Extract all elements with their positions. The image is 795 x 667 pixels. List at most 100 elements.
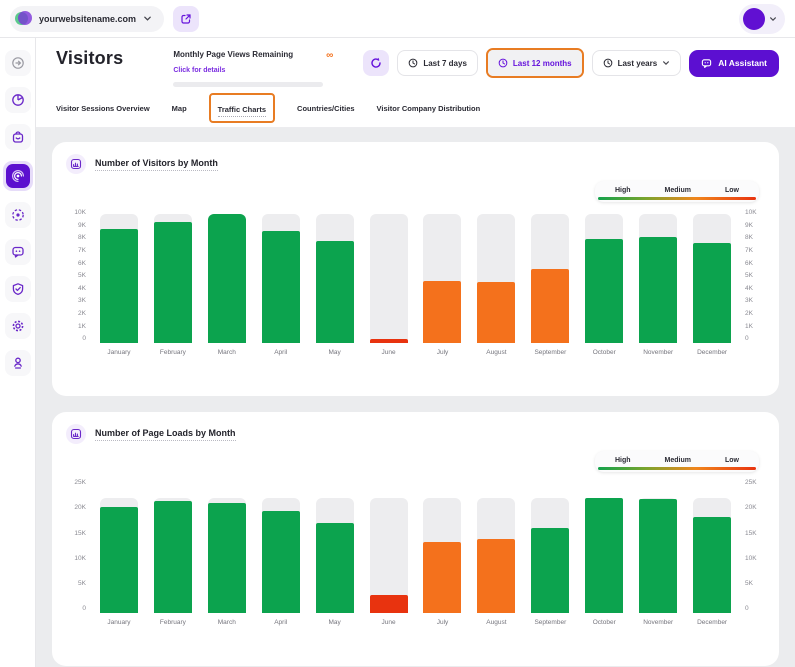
bar-column: March [200,210,254,356]
y-tick-label: 6K [78,259,86,267]
bar-column: August [469,210,523,356]
bar-november[interactable] [639,236,678,343]
bar-column: May [308,210,362,356]
chart-title: Number of Page Loads by Month [95,428,236,441]
x-tick-label: June [381,619,396,626]
bar-april[interactable] [261,511,300,613]
y-tick-label: 9K [78,221,86,229]
collapse-sidebar-icon [11,57,24,69]
bar-july[interactable] [423,280,462,343]
legend-medium-label: Medium [664,187,691,194]
sidebar [0,38,36,667]
bar-column: June [362,210,416,356]
bar-january[interactable] [99,506,138,613]
quota-widget[interactable]: Monthly Page Views Remaining Click for d… [173,48,333,87]
x-tick-label: March [217,619,236,626]
refresh-button[interactable] [363,50,390,76]
quota-details-link[interactable]: Click for details [173,67,226,74]
legend-high-label: High [614,457,631,464]
y-tick-label: 7K [78,246,86,254]
y-tick-label: 5K [745,272,753,280]
y-tick-label: 7K [745,246,753,254]
tab-countries-cities[interactable]: Countries/Cities [297,103,355,113]
sidebar-item-privacy[interactable] [4,276,31,302]
bar-november[interactable] [639,499,678,613]
y-tick-label: 10K [745,209,757,216]
legend-gradient-bar [597,467,756,470]
bar-may[interactable] [315,240,354,343]
x-tick-label: December [697,349,728,356]
external-link-button[interactable] [173,5,200,32]
y-tick-label: 4K [745,284,753,292]
bar-october[interactable] [585,239,624,343]
website-selector[interactable]: yourwebsitename.com [10,5,165,32]
y-tick-label: 5K [745,580,753,588]
y-tick-label: 10K [74,554,86,562]
x-tick-label: June [381,349,396,356]
bar-july[interactable] [423,542,462,613]
bar-september[interactable] [531,528,570,613]
sidebar-item-collapse[interactable] [4,50,31,76]
feedback-chat-icon [11,246,24,258]
ai-assistant-label: AI Assistant [718,58,767,68]
y-tick-label: 10K [745,554,757,562]
chevron-down-icon [144,16,151,21]
tab-traffic-charts[interactable]: Traffic Charts [217,105,267,117]
sidebar-item-campaigns[interactable] [4,202,31,228]
y-tick-label: 8K [745,234,753,242]
legend-low-label: Low [725,187,739,194]
y-tick-label: 0 [745,335,749,343]
bar-february[interactable] [153,221,192,343]
bar-february[interactable] [153,500,192,613]
bar-august[interactable] [477,538,516,613]
sidebar-item-visitors[interactable] [2,161,33,191]
bar-june[interactable] [369,339,408,343]
bar-december[interactable] [693,243,732,343]
visitors-radar-icon [5,164,30,188]
bar-june[interactable] [369,595,408,613]
legend-gradient-bar [597,197,756,200]
bar-april[interactable] [261,231,300,343]
bar-column: April [254,210,308,356]
page-body: Number of Visitors by Month High Medium … [36,128,795,667]
y-axis-left: 10K 9K 8K 7K 6K 5K 4K 3K 2K 1K 0 [66,209,92,343]
sidebar-item-ecommerce[interactable] [4,124,31,150]
visitors-by-month-card: Number of Visitors by Month High Medium … [52,142,779,396]
chart-plot: 25K 20K 15K 10K 5K 0 January February March Apri… [66,479,765,626]
last-12-months-button[interactable]: Last 12 months [487,50,582,76]
tab-visitor-sessions-overview[interactable]: Visitor Sessions Overview [56,103,150,113]
x-tick-label: January [107,349,131,356]
y-tick-label: 5K [78,272,86,280]
tab-map[interactable]: Map [171,103,187,113]
user-menu[interactable] [739,3,785,34]
external-link-icon [181,13,191,24]
bar-march[interactable] [207,502,246,613]
bar-january[interactable] [99,228,138,343]
chart-title: Number of Visitors by Month [95,158,218,171]
bar-september[interactable] [531,268,570,343]
sidebar-item-feedback[interactable] [4,239,31,265]
ai-assistant-button[interactable]: AI Assistant [689,49,779,77]
last-years-dropdown[interactable]: Last years [591,50,682,76]
bar-column: July [416,480,470,626]
page-title: Visitors [56,48,124,68]
y-tick-label: 5K [78,580,86,588]
bar-march[interactable] [207,214,246,343]
y-axis-right: 25K 20K 15K 10K 5K 0 [739,479,765,613]
legend-medium-label: Medium [664,457,691,464]
bar-column: August [469,480,523,626]
tab-bar: Visitor Sessions Overview Map Traffic Ch… [36,87,795,128]
bar-august[interactable] [477,281,516,343]
tab-visitor-company-distribution[interactable]: Visitor Company Distribution [376,103,481,113]
sidebar-item-settings[interactable] [4,313,31,339]
sidebar-item-analytics[interactable] [4,87,31,113]
bar-october[interactable] [585,498,624,613]
last-7-days-label: Last 7 days [423,58,467,68]
sidebar-item-support[interactable] [4,350,31,376]
last-7-days-button[interactable]: Last 7 days [397,50,478,76]
ecommerce-bag-icon [12,131,23,143]
bar-may[interactable] [315,522,354,613]
last-12-months-label: Last 12 months [512,58,572,68]
topbar: yourwebsitename.com [0,0,795,38]
bar-december[interactable] [693,517,732,613]
